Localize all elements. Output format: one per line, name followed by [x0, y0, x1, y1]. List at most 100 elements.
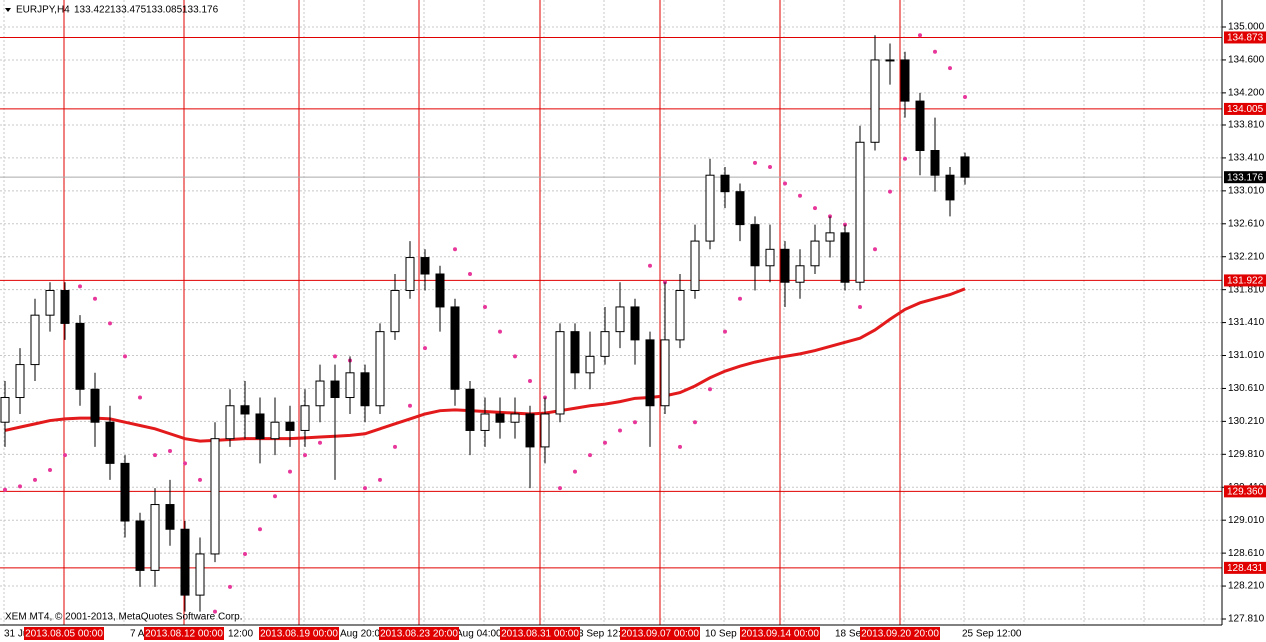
y-tick-label: 133.010 [1228, 185, 1265, 196]
date-tag [24, 627, 104, 640]
sar-dot [303, 453, 307, 458]
price-tag-label: 129.360 [1227, 487, 1264, 498]
sar-dot [3, 487, 7, 492]
sar-dot [63, 453, 67, 458]
candle-body [555, 331, 565, 415]
candle-body [135, 520, 145, 571]
sar-dot [708, 387, 712, 392]
date-tag [620, 627, 700, 640]
y-tick-label: 132.210 [1228, 251, 1265, 262]
plot [0, 33, 970, 614]
candle-body [270, 421, 280, 440]
header-low: 133.085 [146, 5, 183, 16]
candle-body [600, 331, 610, 357]
sar-dot [633, 420, 637, 425]
candle-body [195, 553, 205, 596]
header-high: 133.475 [110, 5, 147, 16]
candle-body [735, 191, 745, 226]
candle-body [60, 289, 70, 324]
y-tick-label: 130.210 [1228, 416, 1265, 427]
x-tick-label: 10 Sep [705, 629, 737, 640]
date-tag [860, 627, 940, 640]
date-tag-label: 2013.09.14 00:00 [741, 629, 819, 640]
x-tick-label: Aug 04:00 [456, 629, 502, 640]
candle-body [285, 421, 295, 431]
sar-dot [918, 33, 922, 38]
header-open: 133.422 [74, 5, 111, 16]
x-tick-label: 31 Jul [4, 629, 31, 640]
x-tick-label: 12:00 [228, 629, 253, 640]
candle-body [240, 405, 250, 415]
candle-body [390, 289, 400, 333]
candle-body [210, 438, 220, 555]
y-tick-label: 135.000 [1228, 22, 1265, 33]
price-tag-label: 134.005 [1227, 104, 1264, 115]
candle-body [870, 59, 880, 143]
candle-body [465, 388, 475, 431]
sar-dot [123, 354, 127, 359]
sar-dot [948, 66, 952, 71]
candle-body [480, 413, 490, 431]
candle-body [510, 413, 520, 423]
candle-body [645, 339, 655, 407]
date-tag [259, 627, 339, 640]
candle-body [540, 413, 550, 448]
candle-body [315, 380, 325, 407]
sar-dot [498, 329, 502, 334]
y-tick-label: 134.600 [1228, 55, 1265, 66]
sar-dot [243, 551, 247, 556]
candle-body [930, 150, 940, 176]
candle-body [570, 331, 580, 374]
y-tick-label: 131.410 [1228, 317, 1265, 328]
candle-body [810, 240, 820, 267]
candle-body [300, 405, 310, 431]
candle-body [615, 306, 625, 333]
candle-body [765, 248, 775, 267]
price-tag-label: 128.431 [1227, 563, 1264, 574]
sar-dot [333, 354, 337, 359]
sar-dot [798, 193, 802, 198]
sar-dot [558, 486, 562, 491]
x-tick-label: 3 Sep 12:00 [578, 629, 632, 640]
candle-body [915, 100, 925, 152]
menu-arrow[interactable] [5, 8, 11, 12]
candle-body [795, 265, 805, 283]
candle-body [675, 289, 685, 341]
sar-dot [468, 272, 472, 277]
sar-dot [783, 181, 787, 186]
sar-dot [108, 321, 112, 326]
sar-dot [378, 477, 382, 482]
x-tick-label: Aug 20:00 [340, 629, 386, 640]
x-tick-label: 7 Aug [130, 629, 156, 640]
candle-body [825, 232, 835, 242]
sar-dot [363, 486, 367, 491]
price-tag [1224, 102, 1266, 115]
candle-body [405, 257, 415, 291]
price-tag-label: 133.176 [1227, 172, 1264, 183]
sar-dot [528, 379, 532, 384]
candle-body [0, 397, 10, 423]
grid: 135.000 134.600 134.200 133.810 133.410 133.0… [0, 0, 1265, 625]
date-tag-label: 2013.09.20 20:00 [861, 629, 939, 640]
y-tick-label: 133.810 [1228, 120, 1265, 131]
y-tick-label: 134.200 [1228, 88, 1265, 99]
candle-body [525, 413, 535, 448]
candle-body [840, 232, 850, 283]
date-tag-label: 2013.08.12 00:00 [145, 629, 223, 640]
y-tick-label: 129.010 [1228, 515, 1265, 526]
sar-dot [858, 304, 862, 309]
sar-dot [453, 247, 457, 252]
candle-body [960, 156, 970, 178]
candle-body [945, 174, 955, 201]
date-tag [740, 627, 820, 640]
candle-body [855, 141, 865, 283]
sar-dot [573, 469, 577, 474]
price-tag [1224, 171, 1266, 184]
date-tag-label: 2013.08.05 00:00 [25, 629, 103, 640]
date-tag [379, 627, 459, 640]
candle-body [585, 355, 595, 374]
candle-body [375, 331, 385, 407]
sar-dot [933, 49, 937, 54]
